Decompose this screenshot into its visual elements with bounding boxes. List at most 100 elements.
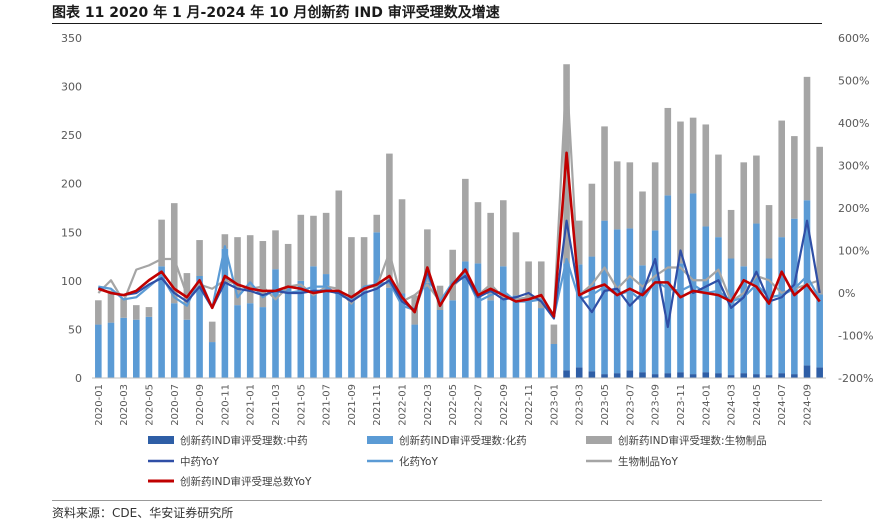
x-tick-label: 2022-05 [448,384,459,426]
bar-bio-2020-04 [133,305,140,320]
bar-chem-2021-12 [386,287,393,378]
bar-chem-2020-06 [158,266,165,378]
bar-bio-2024-09 [803,76,811,201]
bar-bio-2023-06 [613,161,621,230]
bar-tcm-2023-06 [613,373,621,378]
y-right-tick-label: 300% [838,160,869,173]
x-tick-label: 2022-07 [473,384,484,426]
bar-tcm-2024-08 [791,374,798,378]
y-right-tick-label: 600% [838,32,869,45]
bar-chem-2022-10 [512,295,520,378]
axes-layer: 0 50 100 150 200 250 300 350 -200% -100% 0% 100% 200… [61,32,873,426]
bar-chem-2024-05 [753,223,760,375]
bar-chem-2024-10 [816,294,823,368]
bar-chem-2022-08 [487,300,494,378]
y-left-tick-label: 350 [61,32,82,45]
bar-bio-2024-03 [727,209,735,259]
bar-chem-2024-06 [765,258,773,376]
bar-bio-2021-04 [284,243,292,288]
source-rule [52,500,822,501]
bar-chem-2022-01 [398,293,406,378]
bar-bio-2024-08 [791,136,798,219]
bar-bio-2023-09 [651,162,659,231]
bar-bio-2022-09 [500,200,507,267]
bar-chem-2024-07 [778,237,785,374]
bar-tcm-2024-01 [702,372,710,378]
legend-swatch-bar-bio [586,436,612,444]
y-right-tick-label: 100% [838,245,869,258]
bar-bio-2022-11 [525,261,532,301]
bar-chem-2023-04 [588,256,596,372]
bar-chem-2020-03 [120,317,127,378]
bar-chem-2022-09 [500,266,507,378]
bar-chem-2022-04 [436,310,444,378]
bar-bio-2021-07 [322,212,330,275]
x-tick-label: 2023-05 [600,384,611,426]
y-right-tick-label: 200% [838,202,869,215]
bar-bio-2020-03 [120,298,127,318]
bar-chem-2021-02 [259,307,267,378]
bar-bio-2023-04 [588,183,596,257]
bar-chem-2020-01 [95,324,102,378]
bar-chem-2022-07 [474,263,482,378]
title-rule [52,23,822,24]
bar-chem-2023-09 [651,230,659,375]
bar-tcm-2023-11 [677,372,684,378]
bar-chem-2021-01 [246,303,254,378]
x-tick-label: 2023-01 [549,384,560,426]
x-tick-label: 2020-11 [220,384,231,426]
bar-chem-2020-08 [183,319,191,378]
bar-bio-2021-08 [335,190,343,291]
bar-bio-2023-07 [626,162,634,229]
bar-chem-2020-02 [107,322,115,378]
bar-bio-2020-12 [234,237,241,306]
x-tick-label: 2020-03 [119,384,130,426]
bar-bio-2022-03 [424,229,431,283]
bar-tcm-2023-02 [563,370,570,378]
x-tick-label: 2020-07 [170,384,181,426]
bar-chem-2024-09 [803,200,811,366]
bar-tcm-2023-10 [664,373,672,378]
chart-svg: 0 50 100 150 200 250 300 350 -200% -100% 0% 100% 200… [61,32,873,488]
x-tick-label: 2021-03 [271,384,282,426]
bar-chem-2024-01 [702,226,710,373]
x-tick-label: 2023-07 [625,384,636,426]
bar-bio-2021-05 [297,214,305,281]
bar-chem-2021-05 [297,280,305,378]
bar-chem-2020-05 [145,316,153,378]
bar-bio-2022-08 [487,212,494,301]
bar-chem-2023-11 [677,263,684,373]
bar-bio-2021-03 [272,230,279,270]
bar-bio-2023-03 [575,220,583,265]
bar-bio-2020-02 [107,290,115,323]
x-tick-label: 2020-09 [195,384,206,426]
legend-swatch-bar-chem [367,436,393,444]
bar-tcm-2023-07 [626,370,634,378]
bar-bio-2024-07 [778,120,785,238]
y-left-tick-label: 0 [75,372,82,385]
legend-label-line-chem-yoy: 化药YoY [399,455,438,468]
bar-chem-2023-02 [563,263,570,371]
bar-chem-2021-07 [322,274,330,378]
bar-chem-2022-05 [449,300,456,378]
bar-bio-2020-11 [221,234,229,249]
bar-tcm-2023-05 [601,374,608,378]
y-left-tick-label: 300 [61,81,82,94]
bar-bio-2024-10 [816,146,823,295]
bar-chem-2022-11 [525,300,532,378]
x-tick-label: 2021-01 [246,384,257,426]
bar-tcm-2023-04 [588,371,596,378]
bar-tcm-2023-08 [639,372,646,378]
bar-chem-2023-07 [626,228,634,371]
bar-tcm-2023-09 [651,374,659,378]
bar-bio-2021-09 [348,237,355,296]
bar-bio-2021-11 [373,214,381,233]
x-tick-label: 2023-03 [575,384,586,426]
bar-chem-2021-10 [360,290,368,378]
y-right-tick-label: 400% [838,117,869,130]
bar-bio-2020-09 [196,240,203,276]
bar-bio-2022-12 [537,261,545,309]
line-tcm-yoy [97,219,821,329]
x-tick-label: 2024-05 [752,384,763,426]
bar-chem-2021-11 [373,232,381,378]
